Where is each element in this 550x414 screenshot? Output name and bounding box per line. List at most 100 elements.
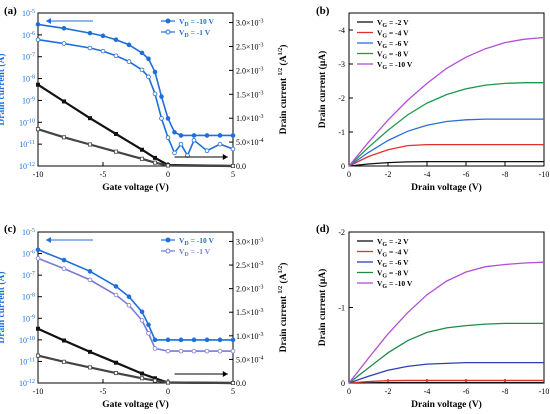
panel-d-ytick-label: 0 <box>341 379 345 388</box>
panel-a-series-1-point <box>165 135 171 140</box>
panel-a-series-0-point <box>230 133 236 138</box>
panel-c-series-3-point <box>88 365 93 370</box>
panel-d-xtick-label: -8 <box>502 387 509 396</box>
panel-c-y2label: Drain current 1/2 (A1/2) <box>278 263 289 353</box>
panel-a-legend-label: VD = -1 V <box>179 28 211 39</box>
panel-c-series-0-point <box>139 309 145 315</box>
panel-a-series-3-point <box>114 149 119 154</box>
panel-c-series-0-point <box>230 337 236 343</box>
panel-c-series-1-point <box>61 266 67 271</box>
panel-c-series-0-point <box>146 322 151 328</box>
panel-a-series-3-point <box>152 160 157 165</box>
panel-c-series-0-point <box>152 337 158 343</box>
panel-c-ytick-label: 10-6 <box>22 250 35 259</box>
panel-c-series-3-point <box>152 378 157 383</box>
panel-c-series-1-point <box>126 302 132 308</box>
panel-a-series-3-point <box>230 163 235 168</box>
panel-d-series-2-line <box>348 361 544 384</box>
panel-d-ytick-label: -1 <box>338 304 345 313</box>
panel-d-series-1-line <box>348 379 544 384</box>
panel-b-legend-label: VG = -6 V <box>377 39 409 50</box>
panel-a-y2tick-label: 1.0×10-3 <box>236 114 264 123</box>
panel-b-plot-frame <box>348 12 545 167</box>
panel-a-series-0-point <box>217 133 223 138</box>
panel-a-series-2-point <box>114 131 119 136</box>
panel-c-series-1-point <box>113 292 119 298</box>
panel-a-series-2-point <box>36 82 41 87</box>
panel-a-series-3-point <box>36 127 41 132</box>
panel-a-label: (a) <box>4 5 17 17</box>
panel-c-series-1-point <box>146 331 151 336</box>
panel-a-xtick-label: -5 <box>100 170 107 179</box>
panel-a-plot-frame <box>37 12 234 167</box>
panel-a-series-0-point <box>100 33 106 39</box>
panel-d-legend-label: VG = -2 V <box>377 237 409 248</box>
panel-c-series-0-point <box>113 284 119 289</box>
panel-c-series-3-point <box>36 353 41 358</box>
panel-d-legend-label: VG = -4 V <box>377 248 409 259</box>
panel-a-xlabel: Gate voltage (V) <box>102 182 168 193</box>
panel-b-series-0-line <box>348 160 544 167</box>
panel-a-ylabel: Drain current (A) <box>0 53 7 125</box>
panel-a-ytick-label: 10-12 <box>19 162 35 171</box>
panel-c-y2tick-label: 1.0×10-3 <box>236 332 264 341</box>
panel-c-legend-label: VD = -1 V <box>179 247 211 258</box>
panel-d-legend-label: VG = -6 V <box>377 258 409 269</box>
panel-c-series-3-point <box>62 359 67 364</box>
panel-c-series-3-point <box>165 380 170 385</box>
panel-a-xtick-label: -10 <box>33 170 44 179</box>
panel-a-series-0-point <box>35 22 41 27</box>
panel-b-legend-label: VG = -10 V <box>377 60 413 71</box>
panel-a-legend-label: VD = -10 V <box>179 17 215 28</box>
panel-b-legend-label: VG = -2 V <box>377 18 409 29</box>
panel-a-series-1-point <box>159 116 164 121</box>
panel-c-series-0-point <box>35 247 41 253</box>
panel-c-series-0-point <box>126 294 132 300</box>
panel-d-series-0-line <box>348 381 544 384</box>
panel-c-series-1-point <box>35 256 41 261</box>
panel-a-series-1-point <box>113 53 119 59</box>
panel-a-y2tick-label: 1.5×10-3 <box>236 90 264 99</box>
panel-a-series-1-point <box>191 137 197 143</box>
panel-c-series-0-point <box>204 337 210 343</box>
panel-b-ytick-label: -1 <box>338 128 345 137</box>
panel-a-xtick-label: 5 <box>231 170 235 179</box>
panel-c-series-0-point <box>165 337 171 343</box>
panel-a-series-3-point <box>139 156 144 161</box>
panel-c-ytick-label: 10-7 <box>22 271 35 280</box>
panel-a-series-2-point <box>139 147 144 152</box>
panel-c-ytick-label: 10-11 <box>19 357 35 366</box>
panel-d-xtick-label: -4 <box>424 387 431 396</box>
panel-b-legend-label: VG = -8 V <box>377 50 409 61</box>
panel-c-y2tick-label: 1.5×10-3 <box>236 308 264 317</box>
panel-c-xtick-label: -5 <box>100 387 107 396</box>
panel-c-arrow-left-head <box>46 237 51 243</box>
panel-a-series-3-point <box>165 163 170 168</box>
panel-c-series-1-point <box>204 348 210 354</box>
panel-a-series-0-point <box>61 25 67 31</box>
panel-b-series-2-line <box>348 118 544 167</box>
panel-d-xtick-label: -10 <box>539 387 550 396</box>
panel-b-xtick-label: -8 <box>502 170 509 179</box>
panel-c-xtick-label: 5 <box>231 387 235 396</box>
panel-b-xtick-label: -10 <box>539 170 550 179</box>
panel-c-xtick-label: 0 <box>166 387 170 396</box>
panel-a-series-0-point <box>159 94 164 99</box>
panel-c-series-1-point <box>165 348 171 354</box>
panel-c-series-3-point <box>139 376 144 381</box>
panel-d-legend-label: VG = -8 V <box>377 269 409 280</box>
panel-d-series-4-line <box>348 261 545 384</box>
panel-a-series-3-point <box>62 135 67 140</box>
panel-a-series-1-point <box>217 141 223 147</box>
panel-b-xtick-label: -2 <box>385 170 392 179</box>
panel-a-series-0-point <box>165 116 171 121</box>
panel-b-ytick-label: -3 <box>338 60 345 69</box>
panel-b-ytick-label: -2 <box>338 94 345 103</box>
panel-c-legend-label: VD = -10 V <box>179 236 215 247</box>
panel-a-series-0-point <box>87 30 93 36</box>
panel-b-legend-label: VG = -4 V <box>377 29 409 40</box>
panel-a-series-0-point <box>152 69 158 75</box>
panel-c-arrow-right-head <box>222 371 228 377</box>
panel-c-series-2-point <box>36 326 41 331</box>
panel-a-legend-marker <box>165 18 171 24</box>
